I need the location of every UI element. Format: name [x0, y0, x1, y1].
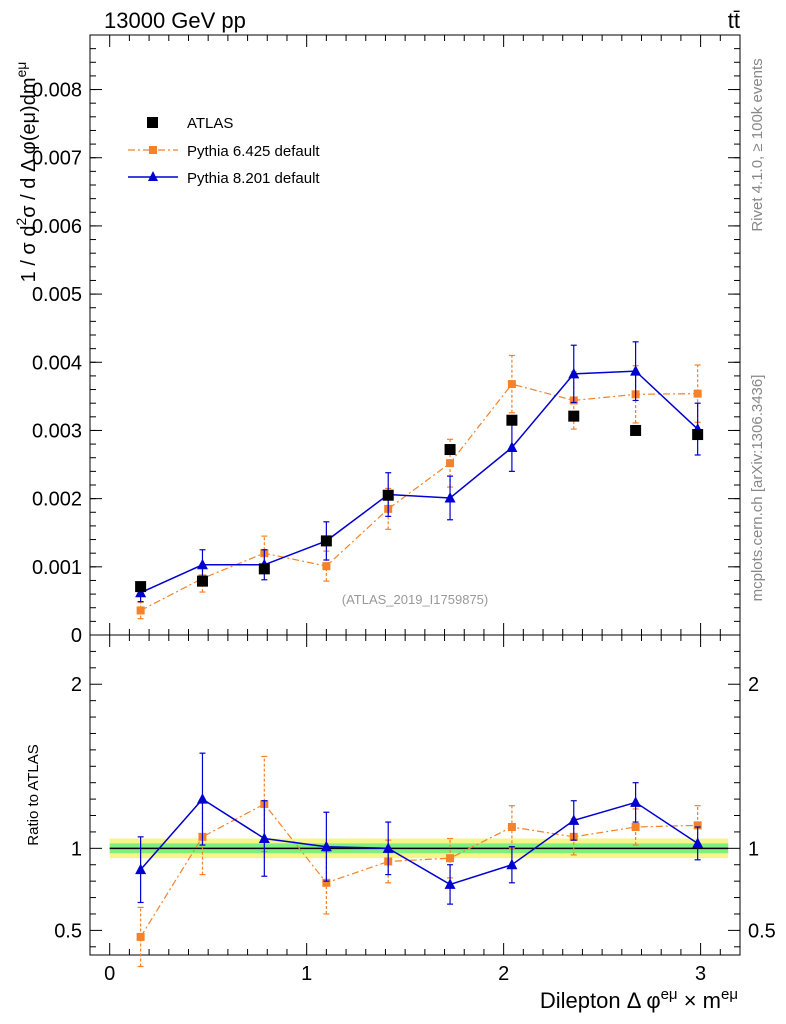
x-tick-label: 2	[498, 963, 509, 985]
ratio-x-axis: 0 1 2 3	[104, 635, 721, 985]
data-point	[692, 837, 704, 848]
legend-atlas-marker	[147, 117, 158, 128]
ratio-y-tick-label-right: 2	[748, 674, 759, 696]
data-point	[446, 854, 455, 863]
data-point	[630, 365, 642, 376]
data-point	[320, 535, 332, 547]
ratio-panel: 0.5 0.5 1 1 2 2 0 1 2 3 Ratio to ATLAS	[25, 634, 776, 985]
y-tick-label: 0.001	[32, 557, 82, 579]
data-point	[568, 410, 580, 422]
y-tick-label: 0.007	[32, 148, 82, 170]
y-tick-label: 0.006	[32, 216, 82, 238]
legend-pythia8-marker	[148, 171, 158, 181]
data-point	[322, 562, 331, 571]
ratio-y-label: Ratio to ATLAS	[25, 744, 42, 845]
data-point	[196, 793, 208, 804]
series-line	[140, 370, 699, 594]
process-label: tt̄	[728, 8, 740, 33]
series-line	[140, 803, 698, 938]
data-point	[631, 823, 640, 831]
data-point	[506, 414, 518, 426]
data-point	[382, 842, 394, 853]
y-tick-label: 0.008	[32, 80, 82, 102]
data-point	[506, 441, 518, 452]
data-point	[196, 575, 208, 587]
data-point	[630, 796, 642, 807]
main-series	[135, 341, 704, 620]
ratio-series	[135, 752, 704, 968]
legend: ATLAS Pythia 6.425 default Pythia 8.201 …	[128, 115, 320, 187]
y-tick-label: 0.003	[32, 420, 82, 442]
legend-pythia6-marker	[149, 146, 157, 154]
mcplots-label: mcplots.cern.ch [arXiv:1306.3436]	[749, 375, 766, 602]
legend-pythia8-label: Pythia 8.201 default	[187, 170, 320, 187]
legend-pythia6-label: Pythia 6.425 default	[187, 143, 320, 160]
main-panel: 0 0.001 0.002 0.003 0.004 0.005 0.006 0.007 0.00…	[13, 34, 741, 647]
data-point	[506, 858, 518, 870]
main-y-label: 1 / σ d2σ / d Δ φ(eμ)dmeμ	[13, 62, 40, 283]
data-point	[322, 878, 331, 887]
legend-atlas-label: ATLAS	[187, 115, 233, 132]
y-tick-label: 0.004	[32, 352, 82, 374]
series-line	[140, 798, 699, 886]
data-point	[136, 606, 145, 615]
energy-label: 13000 GeV pp	[104, 8, 246, 33]
data-point	[630, 424, 642, 436]
analysis-tag: (ATLAS_2019_I1759875)	[342, 592, 488, 607]
data-point	[692, 429, 704, 441]
data-point	[507, 823, 516, 831]
x-axis-title: Dilepton Δ φeμ × meμ	[540, 986, 738, 1013]
data-point	[258, 563, 270, 575]
series-line	[140, 383, 698, 611]
data-point	[693, 389, 702, 398]
x-tick-label: 3	[695, 963, 706, 985]
rivet-label: Rivet 4.1.0, ≥ 100k events	[749, 58, 766, 231]
ratio-y-tick-label: 0.5	[54, 920, 82, 942]
data-point	[444, 444, 456, 456]
data-point	[320, 840, 332, 852]
data-point	[135, 581, 147, 593]
main-y-axis: 0 0.001 0.002 0.003 0.004 0.005 0.006 0.007 0.00…	[32, 34, 740, 647]
data-point	[446, 459, 455, 468]
main-x-axis	[109, 35, 721, 635]
y-tick-label: 0.002	[32, 489, 82, 511]
ratio-y-tick-label-right: 1	[748, 838, 759, 860]
ratio-y-tick-label: 2	[71, 674, 82, 696]
data-point	[568, 367, 580, 379]
data-point	[135, 863, 147, 875]
data-point	[444, 491, 456, 503]
y-tick-label: 0.005	[32, 284, 82, 306]
x-tick-label: 0	[104, 963, 115, 985]
x-tick-label: 1	[301, 963, 312, 985]
data-point	[136, 932, 145, 941]
ratio-y-axis: 0.5 0.5 1 1 2 2	[54, 650, 776, 948]
data-point	[196, 558, 208, 570]
data-point	[507, 380, 516, 389]
data-point	[258, 832, 270, 843]
data-point	[693, 821, 702, 830]
data-point	[568, 814, 580, 825]
data-point	[382, 489, 394, 501]
ratio-y-tick-label-right: 0.5	[748, 920, 776, 942]
ratio-frame	[89, 634, 741, 956]
data-point	[444, 878, 456, 889]
ratio-y-tick-label: 1	[71, 838, 82, 860]
y-tick-label: 0	[71, 625, 82, 647]
